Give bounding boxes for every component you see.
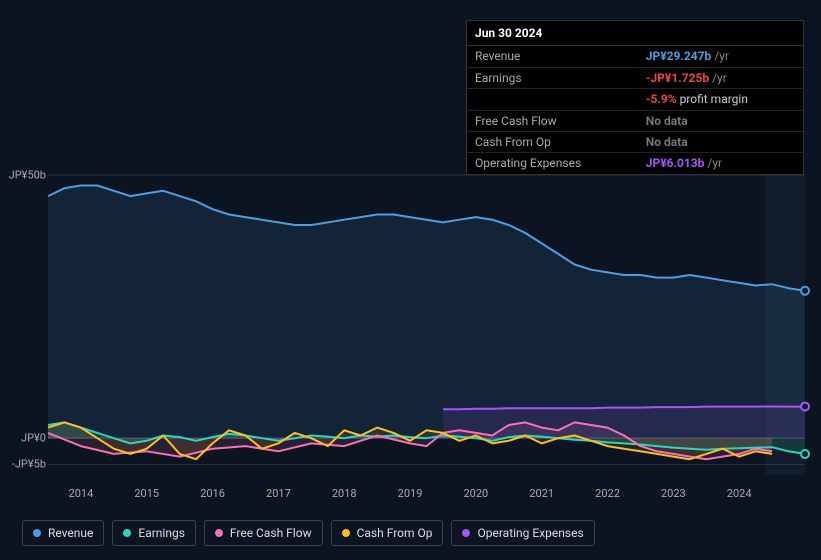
tooltip-row: Operating ExpensesJP¥6.013b /yr	[467, 153, 803, 174]
series-area-revenue	[48, 186, 805, 439]
legend-item-revenue[interactable]: Revenue	[22, 520, 104, 546]
x-tick-label: 2021	[529, 487, 554, 500]
tooltip-row: Earnings-JP¥1.725b /yr	[467, 67, 803, 88]
legend-label: Earnings	[138, 526, 185, 540]
chart-legend: Revenue Earnings Free Cash Flow Cash From O…	[22, 520, 595, 546]
x-tick-label: 2017	[266, 487, 291, 500]
tooltip-row-value: No data	[638, 110, 803, 131]
tooltip-row-label: Free Cash Flow	[467, 110, 638, 131]
x-tick-label: 2023	[661, 487, 686, 500]
tooltip-row-value: JP¥6.013b /yr	[638, 153, 803, 174]
x-tick-label: 2018	[332, 487, 357, 500]
tooltip-row: Free Cash FlowNo data	[467, 110, 803, 131]
end-marker-opex[interactable]	[801, 403, 809, 411]
legend-label: Cash From Op	[357, 526, 433, 540]
legend-item-opex[interactable]: Operating Expenses	[451, 520, 594, 546]
financials-chart-container: JP¥50b JP¥0 -JP¥5b 2014 2015 2016 2017 2018 201…	[0, 0, 821, 560]
tooltip-row-label: Revenue	[467, 46, 638, 67]
x-tick-label: 2024	[727, 487, 752, 500]
tooltip-row-value: -JP¥1.725b /yr	[638, 67, 803, 88]
y-tick-label: JP¥0	[21, 432, 46, 445]
y-tick-label: -JP¥5b	[12, 458, 46, 471]
x-tick-label: 2014	[69, 487, 94, 500]
tooltip-row-value: JP¥29.247b /yr	[638, 46, 803, 67]
legend-item-earnings[interactable]: Earnings	[112, 520, 196, 546]
legend-label: Revenue	[48, 526, 93, 540]
x-tick-label: 2019	[398, 487, 423, 500]
tooltip-date: Jun 30 2024	[467, 21, 803, 46]
x-tick-label: 2015	[134, 487, 159, 500]
legend-dot-icon	[33, 529, 41, 537]
legend-label: Free Cash Flow	[230, 526, 312, 540]
tooltip-row-label: Operating Expenses	[467, 153, 638, 174]
x-tick-label: 2020	[463, 487, 488, 500]
legend-label: Operating Expenses	[477, 526, 583, 540]
legend-dot-icon	[215, 529, 223, 537]
tooltip-table: RevenueJP¥29.247b /yrEarnings-JP¥1.725b …	[467, 46, 803, 173]
legend-item-cfo[interactable]: Cash From Op	[331, 520, 444, 546]
chart-tooltip: Jun 30 2024 RevenueJP¥29.247b /yrEarning…	[466, 20, 804, 175]
x-tick-label: 2016	[200, 487, 225, 500]
end-marker-earnings[interactable]	[801, 450, 809, 458]
tooltip-row-label: Earnings	[467, 67, 638, 88]
legend-dot-icon	[342, 529, 350, 537]
tooltip-row: RevenueJP¥29.247b /yr	[467, 46, 803, 67]
end-marker-revenue[interactable]	[801, 287, 809, 295]
legend-dot-icon	[462, 529, 470, 537]
x-tick-label: 2022	[595, 487, 620, 500]
tooltip-row: Cash From OpNo data	[467, 131, 803, 152]
legend-dot-icon	[123, 529, 131, 537]
legend-item-fcf[interactable]: Free Cash Flow	[204, 520, 323, 546]
y-tick-label: JP¥50b	[9, 169, 46, 182]
tooltip-row-extra: -5.9% profit margin	[467, 89, 803, 110]
tooltip-row-label: Cash From Op	[467, 131, 638, 152]
tooltip-row-value: No data	[638, 131, 803, 152]
